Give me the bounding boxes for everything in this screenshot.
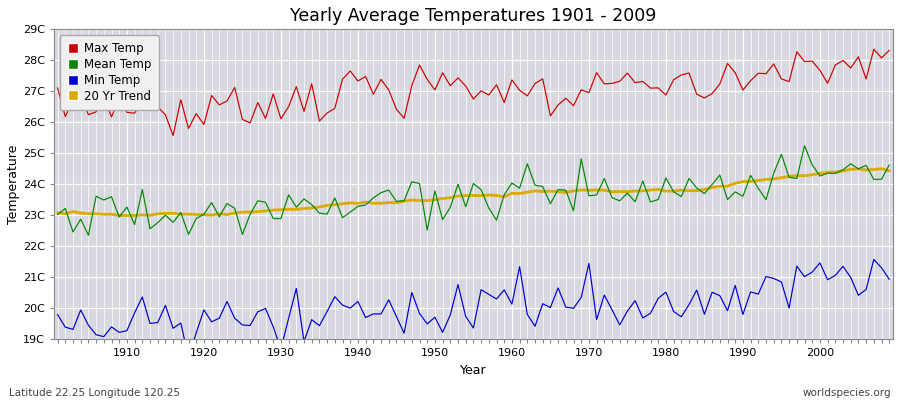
Legend: Max Temp, Mean Temp, Min Temp, 20 Yr Trend: Max Temp, Mean Temp, Min Temp, 20 Yr Tre…: [59, 35, 159, 110]
Text: Latitude 22.25 Longitude 120.25: Latitude 22.25 Longitude 120.25: [9, 388, 180, 398]
X-axis label: Year: Year: [460, 364, 487, 377]
Text: worldspecies.org: worldspecies.org: [803, 388, 891, 398]
Title: Yearly Average Temperatures 1901 - 2009: Yearly Average Temperatures 1901 - 2009: [290, 7, 657, 25]
Y-axis label: Temperature: Temperature: [7, 145, 20, 224]
